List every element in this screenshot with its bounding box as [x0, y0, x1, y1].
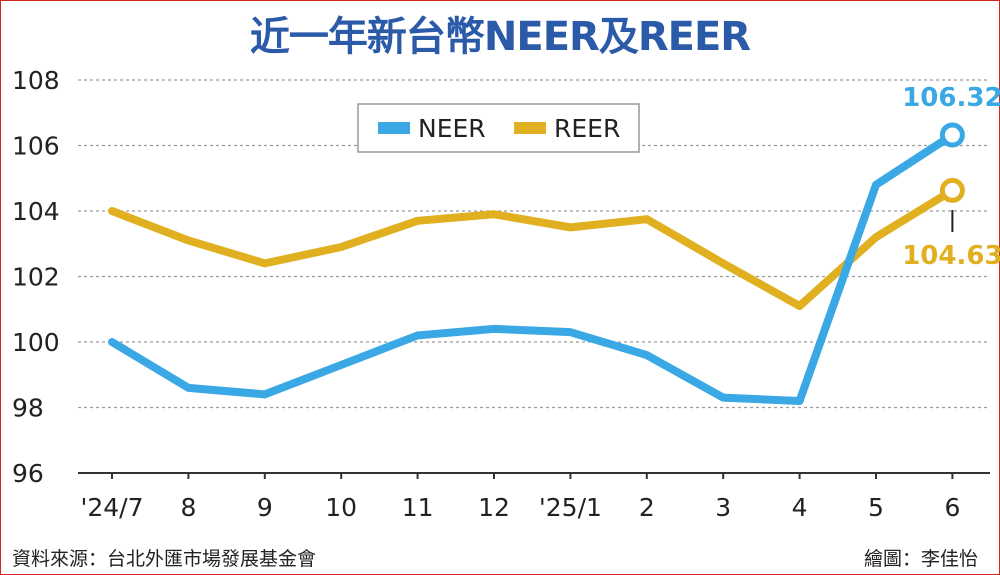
series-lines: [108, 122, 965, 405]
x-tick-label: 2: [639, 493, 655, 522]
legend-swatch-neer: [378, 122, 410, 134]
x-tick-label: 6: [944, 493, 960, 522]
x-tick-label: 11: [402, 493, 434, 522]
y-tick-label: 104: [12, 197, 60, 226]
end-marker-reer: [939, 177, 965, 203]
x-tick-label: 12: [478, 493, 510, 522]
y-tick-label: 108: [12, 66, 60, 95]
neer-last-value-label: 106.32: [902, 83, 1000, 113]
legend-label-reer: REER: [554, 114, 620, 143]
series-line-neer: [108, 131, 957, 405]
source-note: 資料來源：台北外匯市場發展基金會: [12, 548, 317, 570]
chart-title: 近一年新台幣NEER及REER: [249, 14, 751, 60]
reer-last-value-label: 104.63: [902, 241, 1000, 271]
x-tick-label: 5: [868, 493, 884, 522]
y-tick-label: 100: [12, 328, 60, 357]
legend-swatch-reer: [514, 122, 546, 134]
y-tick-label: 102: [12, 263, 60, 292]
x-tick-label: 3: [715, 493, 731, 522]
x-tick-label: 10: [325, 493, 357, 522]
x-tick-label: '25/1: [539, 493, 602, 522]
legend-label-neer: NEER: [418, 114, 486, 143]
y-axis-ticks: 96 98 100 102 104 106 108: [12, 66, 60, 488]
legend: NEER REER: [357, 103, 640, 153]
y-tick-label: 106: [12, 132, 60, 161]
end-marker-neer: [939, 122, 965, 148]
x-axis-ticks: '24/7 8 9 10 11 12 '25/1 2 3 4 5 6: [80, 473, 960, 522]
y-tick-label: 98: [12, 394, 44, 423]
series-line-reer: [108, 186, 957, 310]
y-tick-label: 96: [12, 459, 44, 488]
x-tick-label: '24/7: [80, 493, 143, 522]
credit-note: 繪圖：李佳怡: [863, 548, 978, 570]
x-tick-label: 9: [257, 493, 273, 522]
annotations: 106.32 104.63: [902, 83, 1000, 271]
x-tick-label: 8: [180, 493, 196, 522]
x-tick-label: 4: [792, 493, 808, 522]
